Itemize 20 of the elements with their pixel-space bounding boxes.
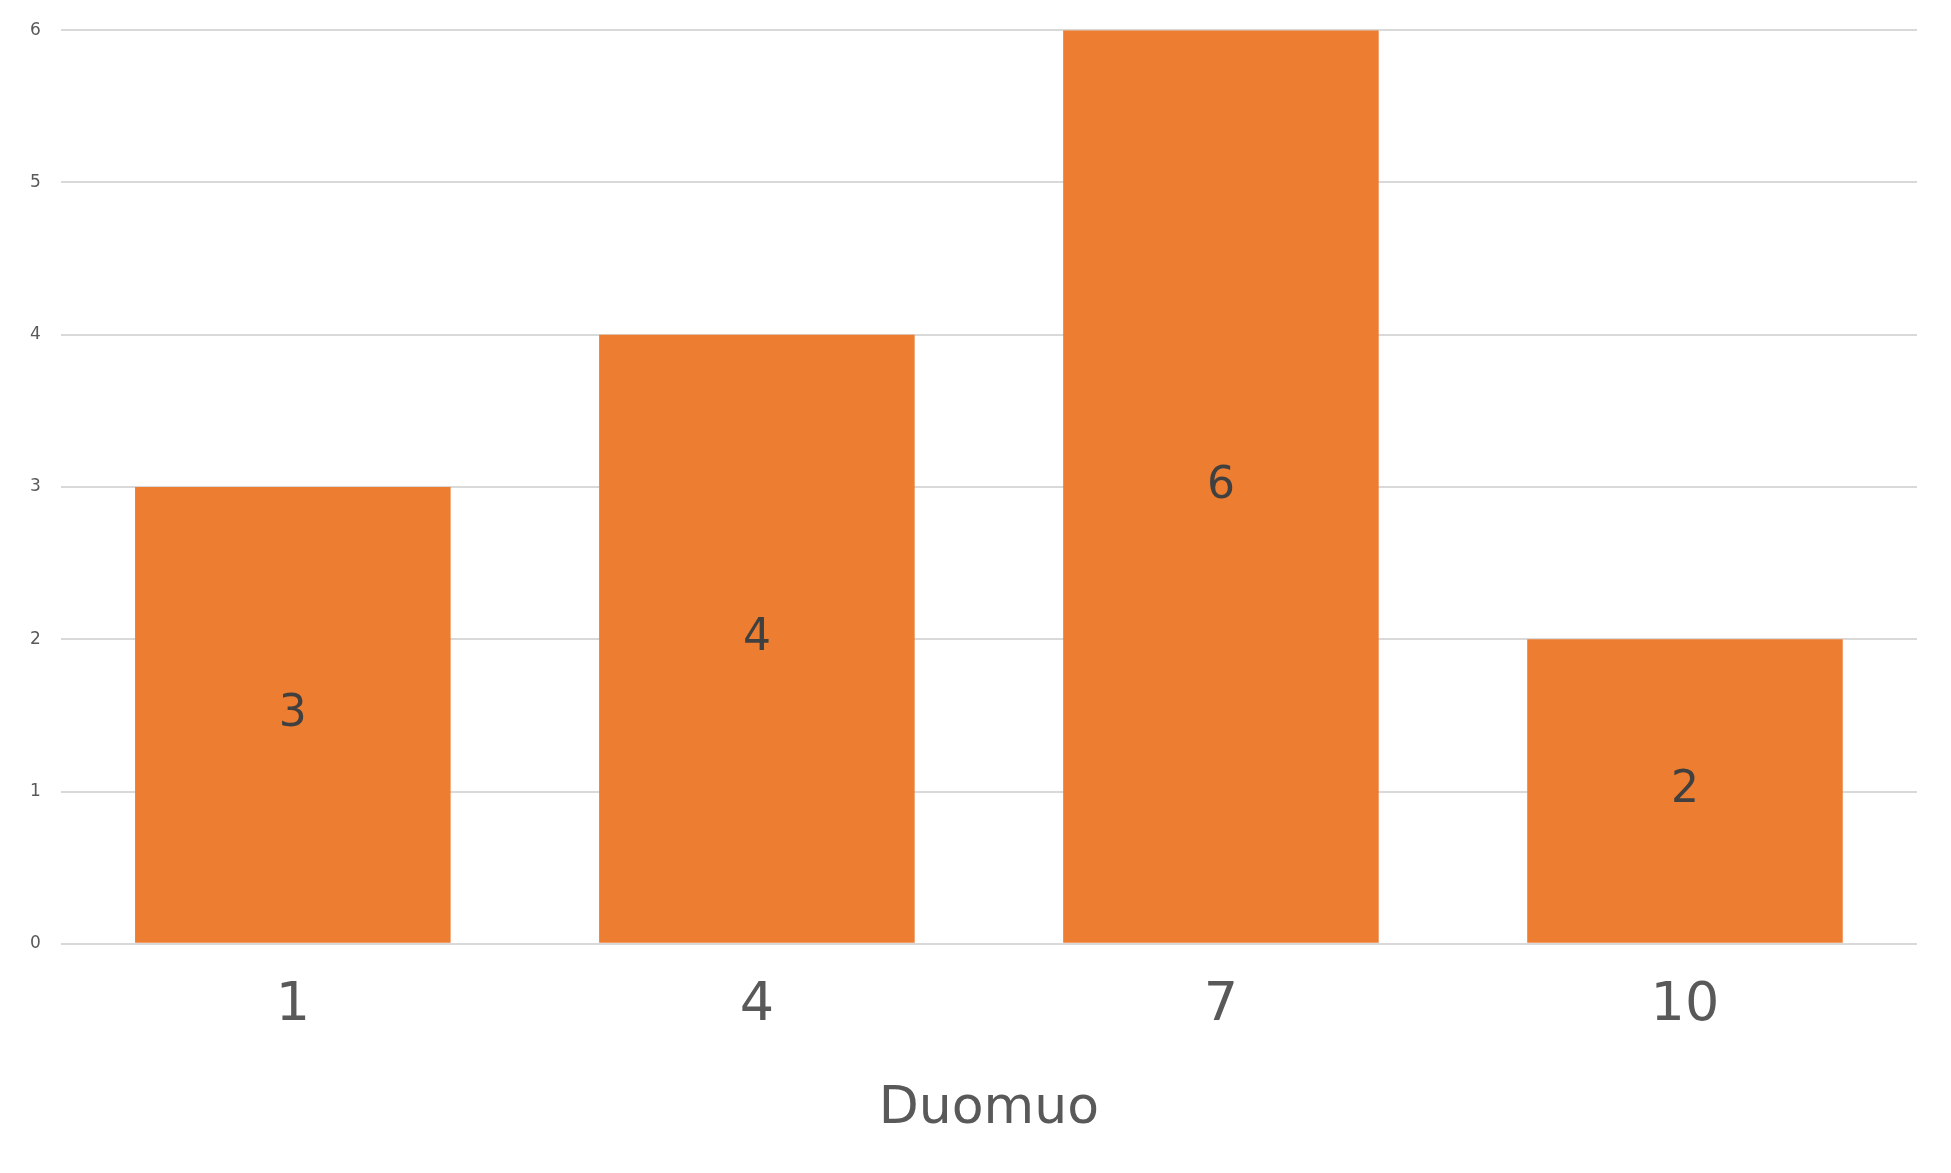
data-label: 3 bbox=[278, 685, 307, 737]
x-tick-label: 10 bbox=[1650, 970, 1720, 1034]
bar bbox=[1063, 30, 1379, 943]
x-tick-label: 1 bbox=[275, 970, 311, 1034]
data-label: 2 bbox=[1670, 761, 1699, 813]
y-tick-label: 5 bbox=[29, 170, 41, 191]
y-tick-label: 1 bbox=[29, 779, 41, 800]
y-tick-label: 0 bbox=[29, 932, 41, 953]
bar bbox=[599, 334, 915, 943]
x-tick-label: 4 bbox=[739, 970, 775, 1034]
x-tick-label: 7 bbox=[1203, 970, 1239, 1034]
bar bbox=[135, 487, 451, 943]
y-tick-label: 2 bbox=[29, 627, 41, 648]
y-tick-label: 3 bbox=[29, 475, 41, 496]
data-label: 4 bbox=[742, 609, 771, 661]
x-axis-title: Duomuo bbox=[878, 1075, 1100, 1136]
data-label: 6 bbox=[1206, 456, 1235, 508]
y-tick-label: 4 bbox=[29, 323, 41, 344]
bar bbox=[1527, 639, 1843, 943]
y-tick-label: 6 bbox=[29, 18, 41, 39]
